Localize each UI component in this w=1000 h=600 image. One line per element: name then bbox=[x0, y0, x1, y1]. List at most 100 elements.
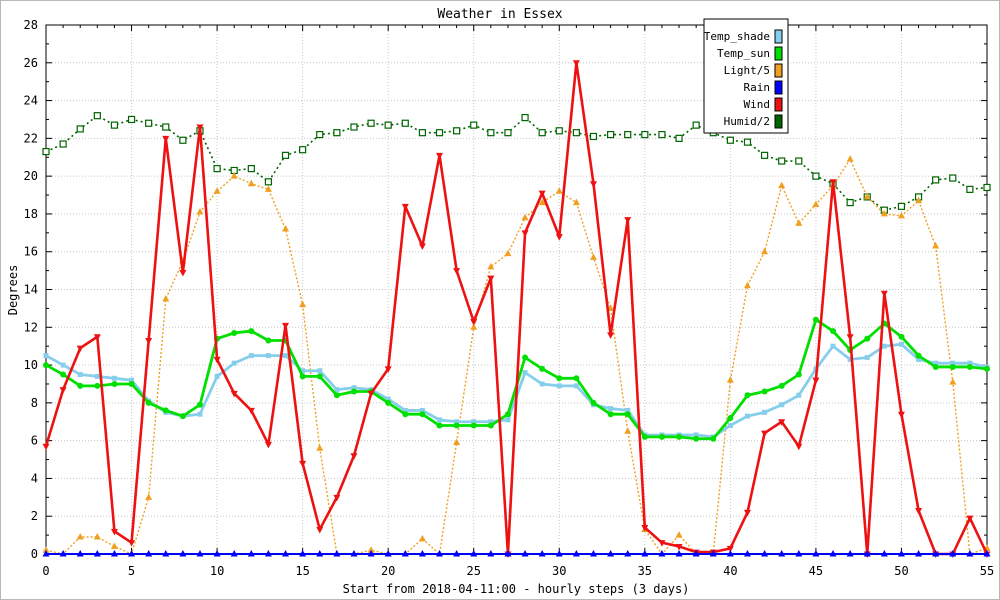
point-humid bbox=[692, 121, 700, 129]
point-temp-sun bbox=[128, 380, 135, 387]
point-light bbox=[675, 531, 683, 538]
point-temp-sun bbox=[556, 375, 563, 382]
x-tick-label: 5 bbox=[128, 564, 135, 578]
point-light bbox=[624, 427, 632, 434]
y-tick-label: 2 bbox=[31, 509, 38, 523]
point-light bbox=[504, 249, 512, 257]
point-temp-sun bbox=[299, 373, 306, 380]
point-wind bbox=[572, 60, 580, 67]
point-rain bbox=[264, 550, 272, 557]
point-wind bbox=[59, 387, 67, 394]
point-humid bbox=[162, 123, 170, 131]
point-temp-sun bbox=[710, 435, 717, 442]
point-rain bbox=[418, 550, 426, 557]
point-humid bbox=[384, 121, 392, 129]
point-wind bbox=[316, 526, 324, 534]
point-humid bbox=[983, 183, 991, 192]
point-temp-shade bbox=[437, 417, 443, 423]
point-wind bbox=[384, 366, 392, 373]
point-wind bbox=[145, 338, 153, 345]
point-temp-shade bbox=[197, 411, 203, 417]
point-rain bbox=[230, 550, 238, 557]
point-temp-shade bbox=[608, 406, 614, 412]
point-temp-sun bbox=[487, 422, 494, 429]
point-light bbox=[949, 378, 957, 385]
point-temp-shade bbox=[847, 356, 853, 362]
chart-title: Weather in Essex bbox=[437, 7, 562, 22]
point-temp-shade bbox=[556, 383, 562, 389]
series-wind bbox=[42, 60, 991, 558]
point-light bbox=[316, 444, 324, 451]
y-tick-label: 0 bbox=[31, 547, 38, 561]
y-tick-label: 16 bbox=[24, 245, 38, 259]
point-temp-shade bbox=[385, 396, 391, 402]
point-light bbox=[880, 209, 888, 217]
point-rain bbox=[915, 550, 923, 557]
point-light bbox=[470, 323, 478, 330]
point-wind bbox=[453, 268, 461, 275]
point-wind bbox=[778, 419, 786, 426]
point-humid bbox=[504, 129, 512, 137]
point-rain bbox=[487, 550, 495, 557]
point-wind bbox=[179, 269, 187, 277]
point-rain bbox=[761, 550, 769, 557]
point-wind bbox=[880, 290, 888, 298]
point-rain bbox=[316, 550, 324, 557]
point-humid bbox=[624, 130, 632, 139]
point-temp-shade bbox=[898, 341, 904, 347]
point-temp-sun bbox=[350, 388, 357, 395]
point-temp-shade bbox=[830, 343, 836, 349]
point-light bbox=[897, 211, 905, 219]
point-humid bbox=[93, 112, 101, 120]
point-temp-sun bbox=[761, 388, 768, 395]
series-line-humid bbox=[45, 114, 988, 211]
point-wind bbox=[196, 124, 204, 132]
series-line-light bbox=[45, 158, 988, 555]
point-rain bbox=[128, 550, 136, 557]
point-humid bbox=[264, 178, 273, 186]
point-humid bbox=[589, 132, 598, 141]
point-light bbox=[162, 294, 170, 302]
point-temp-sun bbox=[624, 411, 631, 418]
point-rain bbox=[589, 550, 597, 557]
point-rain bbox=[949, 550, 957, 557]
legend: Temp_shade Temp_sun Light/5 Rain Wind Humid/2 bbox=[703, 18, 789, 134]
point-rain bbox=[624, 550, 632, 557]
point-humid bbox=[743, 138, 752, 146]
y-tick-label: 24 bbox=[24, 94, 38, 108]
point-temp-shade bbox=[796, 392, 802, 398]
point-rain bbox=[504, 550, 512, 557]
point-temp-sun bbox=[60, 371, 67, 378]
point-temp-sun bbox=[77, 382, 84, 389]
y-tick-label: 6 bbox=[31, 434, 38, 448]
point-temp-sun bbox=[504, 411, 511, 418]
point-wind bbox=[726, 545, 734, 553]
point-rain bbox=[196, 550, 204, 557]
point-temp-sun bbox=[539, 365, 546, 372]
point-temp-shade bbox=[779, 402, 785, 408]
point-temp-sun bbox=[693, 435, 700, 442]
point-rain bbox=[709, 550, 717, 557]
legend-swatch-temp-sun bbox=[774, 46, 783, 61]
point-light bbox=[795, 219, 803, 226]
point-humid bbox=[127, 115, 136, 124]
point-temp-sun bbox=[111, 380, 118, 387]
point-temp-shade bbox=[522, 370, 528, 376]
point-light bbox=[487, 262, 495, 270]
point-rain bbox=[897, 550, 905, 557]
grid-lines bbox=[46, 25, 987, 554]
point-humid bbox=[538, 129, 546, 137]
x-tick-label: 0 bbox=[42, 564, 49, 578]
point-wind bbox=[470, 319, 478, 326]
point-humid bbox=[658, 130, 666, 139]
point-wind bbox=[128, 540, 136, 547]
point-temp-shade bbox=[881, 343, 887, 349]
point-humid bbox=[760, 151, 769, 159]
point-humid bbox=[675, 134, 683, 142]
point-humid bbox=[76, 125, 84, 133]
y-tick-label: 12 bbox=[24, 320, 38, 334]
point-temp-sun bbox=[453, 422, 460, 429]
point-temp-shade bbox=[762, 409, 768, 415]
point-temp-sun bbox=[898, 333, 905, 340]
point-humid bbox=[812, 172, 820, 180]
